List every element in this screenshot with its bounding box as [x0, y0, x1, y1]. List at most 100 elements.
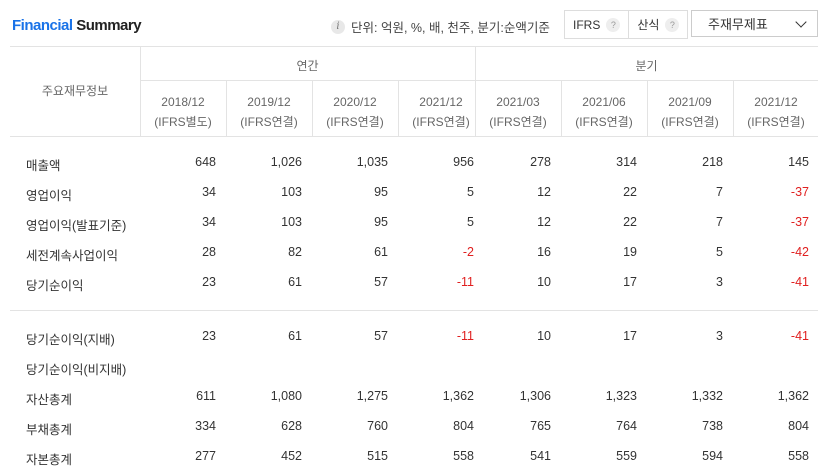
- table-cell: 5: [716, 245, 723, 259]
- table-cell: 16: [537, 245, 551, 259]
- table-cell: 1,035: [356, 155, 388, 169]
- column-header-period: 2021/09: [668, 95, 712, 109]
- column-header-basis: (IFRS연결): [412, 115, 470, 129]
- table-cell: 558: [788, 449, 809, 463]
- table-cell: 541: [530, 449, 551, 463]
- row-label: 당기순이익(지배): [26, 333, 115, 347]
- info-icon[interactable]: i: [331, 19, 345, 34]
- table-cell: -11: [456, 329, 474, 343]
- column-header-basis: (IFRS연결): [489, 115, 547, 129]
- table-cell: 628: [281, 419, 302, 433]
- table-cell: 103: [281, 185, 302, 199]
- column-header-period: 2018/12: [161, 95, 205, 109]
- table-cell: 12: [537, 215, 551, 229]
- table-cell: 956: [453, 155, 474, 169]
- chevron-down-icon: [795, 16, 807, 28]
- col-divider: [140, 46, 141, 137]
- col-divider: [561, 80, 562, 137]
- table-cell: -37: [790, 185, 809, 199]
- table-cell: 611: [196, 389, 216, 403]
- table-cell: 34: [202, 185, 216, 199]
- table-cell: 10: [537, 329, 551, 343]
- table-top-border: [10, 46, 818, 47]
- row-label: 매출액: [26, 159, 61, 173]
- table-cell: 7: [716, 185, 723, 199]
- table-cell: 1,275: [356, 389, 388, 403]
- table-cell: 1,080: [270, 389, 302, 403]
- help-icon[interactable]: ?: [665, 17, 680, 32]
- column-header-basis: (IFRS연결): [326, 115, 384, 129]
- table-cell: 594: [702, 449, 723, 463]
- table-cell: 765: [530, 419, 551, 433]
- table-cell: 34: [202, 215, 216, 229]
- column-header-period: 2021/12: [419, 95, 463, 109]
- table-cell: 5: [467, 185, 474, 199]
- table-cell: 1,323: [605, 389, 637, 403]
- table-cell: 764: [616, 419, 637, 433]
- col-divider: [398, 80, 399, 137]
- column-header-period: 2021/03: [496, 95, 540, 109]
- table-cell: 515: [367, 449, 388, 463]
- table-cell: 1,306: [519, 389, 551, 403]
- table-cell: 10: [537, 275, 551, 289]
- table-cell: 760: [367, 419, 388, 433]
- table-cell: 61: [288, 329, 302, 343]
- column-header-basis: (IFRS연결): [575, 115, 633, 129]
- table-cell: 558: [453, 449, 474, 463]
- table-cell: 57: [374, 275, 388, 289]
- table-cell: 57: [374, 329, 388, 343]
- table-cell: 95: [374, 185, 388, 199]
- table-cell: 3: [716, 329, 723, 343]
- row-label: 당기순이익(비지배): [26, 363, 127, 377]
- table-cell: 17: [623, 329, 637, 343]
- group-header-annual: 연간: [296, 59, 319, 73]
- unit-note: i 단위: 억원, %, 배, 천주, 분기:순액기준: [331, 17, 550, 36]
- ifrs-label: IFRS: [573, 17, 601, 32]
- table-cell: -11: [456, 275, 474, 289]
- table-cell: 648: [195, 155, 216, 169]
- column-header-period: 2020/12: [333, 95, 377, 109]
- help-icon[interactable]: ?: [606, 17, 621, 32]
- table-cell: 12: [537, 185, 551, 199]
- table-cell: 23: [202, 275, 216, 289]
- table-cell: 103: [281, 215, 302, 229]
- col-divider: [226, 80, 227, 137]
- table-cell: 277: [195, 449, 216, 463]
- view-toggle: IFRS? 산식?: [564, 10, 689, 39]
- table-cell: 804: [453, 419, 474, 433]
- statement-select-value: 주재무제표: [708, 17, 768, 32]
- row-label: 영업이익: [26, 189, 73, 203]
- table-cell: 22: [623, 215, 637, 229]
- table-cell: 278: [530, 155, 551, 169]
- table-cell: -2: [462, 245, 474, 259]
- table-cell: 314: [616, 155, 637, 169]
- table-cell: -41: [790, 275, 809, 289]
- column-header-period: 2021/12: [754, 95, 798, 109]
- table-cell: 559: [616, 449, 637, 463]
- col-divider: [475, 46, 476, 137]
- col-divider: [647, 80, 648, 137]
- table-cell: 28: [202, 245, 216, 259]
- table-cell: 334: [195, 419, 216, 433]
- ifrs-toggle[interactable]: IFRS?: [565, 11, 628, 38]
- row-label: 자산총계: [26, 393, 73, 407]
- table-cell: 1,362: [442, 389, 474, 403]
- section-divider: [10, 310, 818, 311]
- table-cell: 1,332: [691, 389, 723, 403]
- table-cell: 218: [702, 155, 723, 169]
- table-cell: 738: [702, 419, 723, 433]
- column-header-label: 주요재무정보: [41, 84, 109, 98]
- row-label: 영업이익(발표기준): [26, 219, 127, 233]
- table-cell: 61: [374, 245, 388, 259]
- table-cell: -37: [790, 215, 809, 229]
- header-bottom-border: [10, 136, 818, 137]
- column-header-period: 2019/12: [247, 95, 291, 109]
- group-header-quarter: 분기: [635, 59, 658, 73]
- table-cell: 1,026: [270, 155, 302, 169]
- formula-toggle[interactable]: 산식?: [628, 11, 687, 38]
- statement-select[interactable]: 주재무제표: [691, 10, 818, 37]
- table-cell: 804: [788, 419, 809, 433]
- table-cell: 452: [281, 449, 302, 463]
- row-label: 자본총계: [26, 453, 73, 467]
- unit-text: 단위: 억원, %, 배, 천주, 분기:순액기준: [351, 21, 550, 35]
